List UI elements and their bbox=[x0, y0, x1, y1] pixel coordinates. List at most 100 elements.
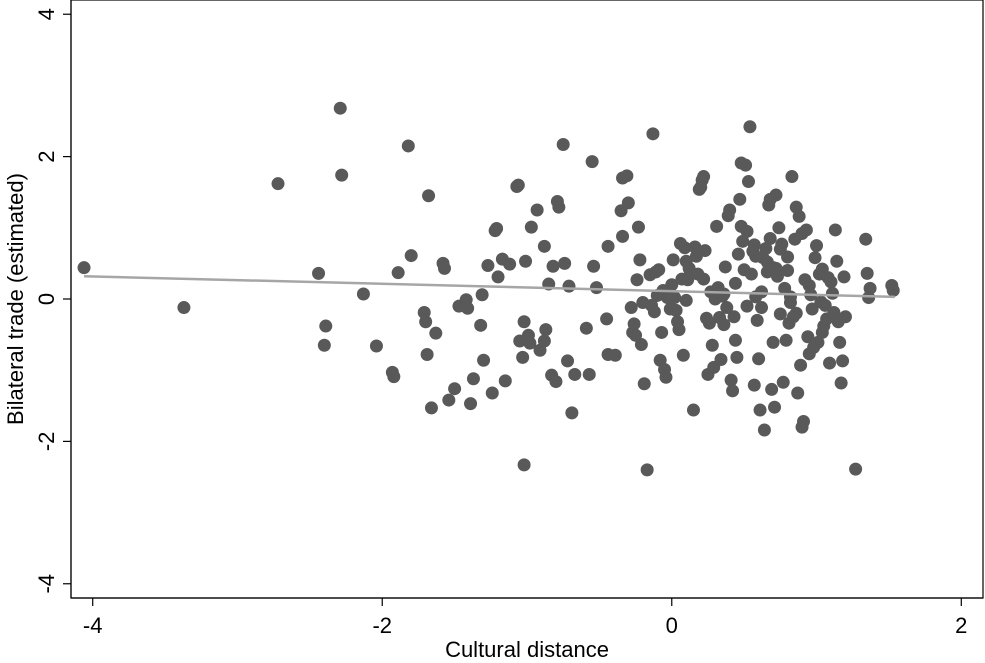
data-point bbox=[474, 318, 488, 332]
x-tick-label: -2 bbox=[372, 613, 392, 638]
data-point bbox=[659, 370, 673, 384]
data-point bbox=[481, 259, 495, 273]
y-tick-label: -4 bbox=[34, 574, 59, 594]
data-point bbox=[424, 401, 438, 415]
data-point bbox=[437, 261, 451, 275]
data-point bbox=[668, 291, 682, 305]
data-point bbox=[723, 203, 737, 217]
data-point bbox=[792, 209, 806, 223]
data-point bbox=[672, 323, 686, 337]
data-point bbox=[391, 266, 405, 280]
data-point bbox=[647, 305, 661, 319]
data-point bbox=[335, 168, 349, 182]
data-point bbox=[728, 276, 742, 290]
data-point bbox=[755, 301, 769, 315]
data-point bbox=[537, 334, 551, 348]
data-point bbox=[773, 307, 787, 321]
x-tick-label: 2 bbox=[955, 613, 967, 638]
data-point bbox=[836, 354, 850, 368]
data-point bbox=[466, 372, 480, 386]
data-point bbox=[419, 315, 433, 329]
data-point bbox=[485, 386, 499, 400]
data-point bbox=[620, 169, 634, 183]
data-point bbox=[726, 384, 740, 398]
data-point bbox=[177, 301, 191, 315]
data-point bbox=[834, 376, 848, 390]
data-point bbox=[747, 238, 761, 252]
data-point bbox=[744, 267, 758, 281]
data-point bbox=[627, 317, 641, 331]
data-point bbox=[730, 350, 744, 364]
data-point bbox=[565, 406, 579, 420]
data-point bbox=[633, 253, 647, 267]
data-point bbox=[755, 285, 769, 299]
data-point bbox=[517, 458, 531, 472]
data-point bbox=[859, 232, 873, 246]
data-point bbox=[637, 377, 651, 391]
data-point bbox=[312, 266, 326, 280]
data-point bbox=[317, 338, 331, 352]
data-point bbox=[747, 378, 761, 392]
data-point bbox=[461, 301, 475, 315]
y-tick-label: 2 bbox=[34, 150, 59, 162]
data-point bbox=[763, 231, 777, 245]
data-point bbox=[772, 221, 786, 235]
data-point bbox=[442, 393, 456, 407]
data-point bbox=[539, 323, 553, 337]
data-point bbox=[517, 315, 531, 329]
data-point bbox=[601, 239, 615, 253]
x-axis-title: Cultural distance bbox=[445, 637, 609, 662]
data-point bbox=[714, 353, 728, 367]
data-point bbox=[740, 299, 754, 313]
data-point bbox=[621, 196, 635, 210]
data-point bbox=[477, 353, 491, 367]
data-point bbox=[727, 310, 741, 324]
data-point bbox=[753, 403, 767, 417]
data-point bbox=[759, 241, 773, 255]
y-tick-label: -2 bbox=[34, 432, 59, 452]
data-point bbox=[401, 139, 415, 153]
data-point bbox=[849, 462, 863, 476]
data-point bbox=[824, 275, 838, 289]
data-point bbox=[585, 155, 599, 169]
data-point bbox=[773, 242, 787, 256]
data-point bbox=[582, 367, 596, 381]
data-point bbox=[669, 303, 683, 317]
x-tick-label: -4 bbox=[83, 613, 103, 638]
data-point bbox=[795, 227, 809, 241]
data-point bbox=[561, 354, 575, 368]
data-point bbox=[794, 358, 808, 372]
data-point bbox=[448, 382, 462, 396]
y-axis-title: Bilateral trade (estimated) bbox=[3, 173, 28, 425]
data-point bbox=[271, 177, 285, 191]
y-axis-ticks: -4 -2 0 2 4 bbox=[34, 8, 71, 594]
data-point bbox=[763, 192, 777, 206]
data-point bbox=[319, 319, 333, 333]
data-point bbox=[739, 158, 753, 172]
data-point bbox=[828, 223, 842, 237]
fit-line bbox=[83, 274, 895, 299]
data-point bbox=[810, 239, 824, 253]
data-point bbox=[422, 189, 436, 203]
data-point bbox=[749, 249, 763, 263]
data-point bbox=[697, 272, 711, 286]
data-point bbox=[830, 254, 844, 268]
data-point bbox=[791, 386, 805, 400]
data-point bbox=[369, 339, 383, 353]
data-point bbox=[741, 175, 755, 189]
data-point bbox=[652, 263, 666, 277]
data-point bbox=[750, 313, 764, 327]
data-point bbox=[524, 220, 538, 234]
data-point bbox=[785, 170, 799, 184]
data-point bbox=[519, 254, 533, 268]
data-point bbox=[420, 348, 434, 362]
data-point bbox=[789, 306, 803, 320]
data-point bbox=[776, 375, 790, 389]
data-point bbox=[503, 257, 517, 271]
data-point bbox=[743, 120, 757, 134]
data-point bbox=[678, 241, 692, 255]
data-point bbox=[587, 259, 601, 273]
data-point bbox=[802, 278, 816, 292]
data-point bbox=[837, 270, 851, 284]
data-point bbox=[530, 203, 544, 217]
